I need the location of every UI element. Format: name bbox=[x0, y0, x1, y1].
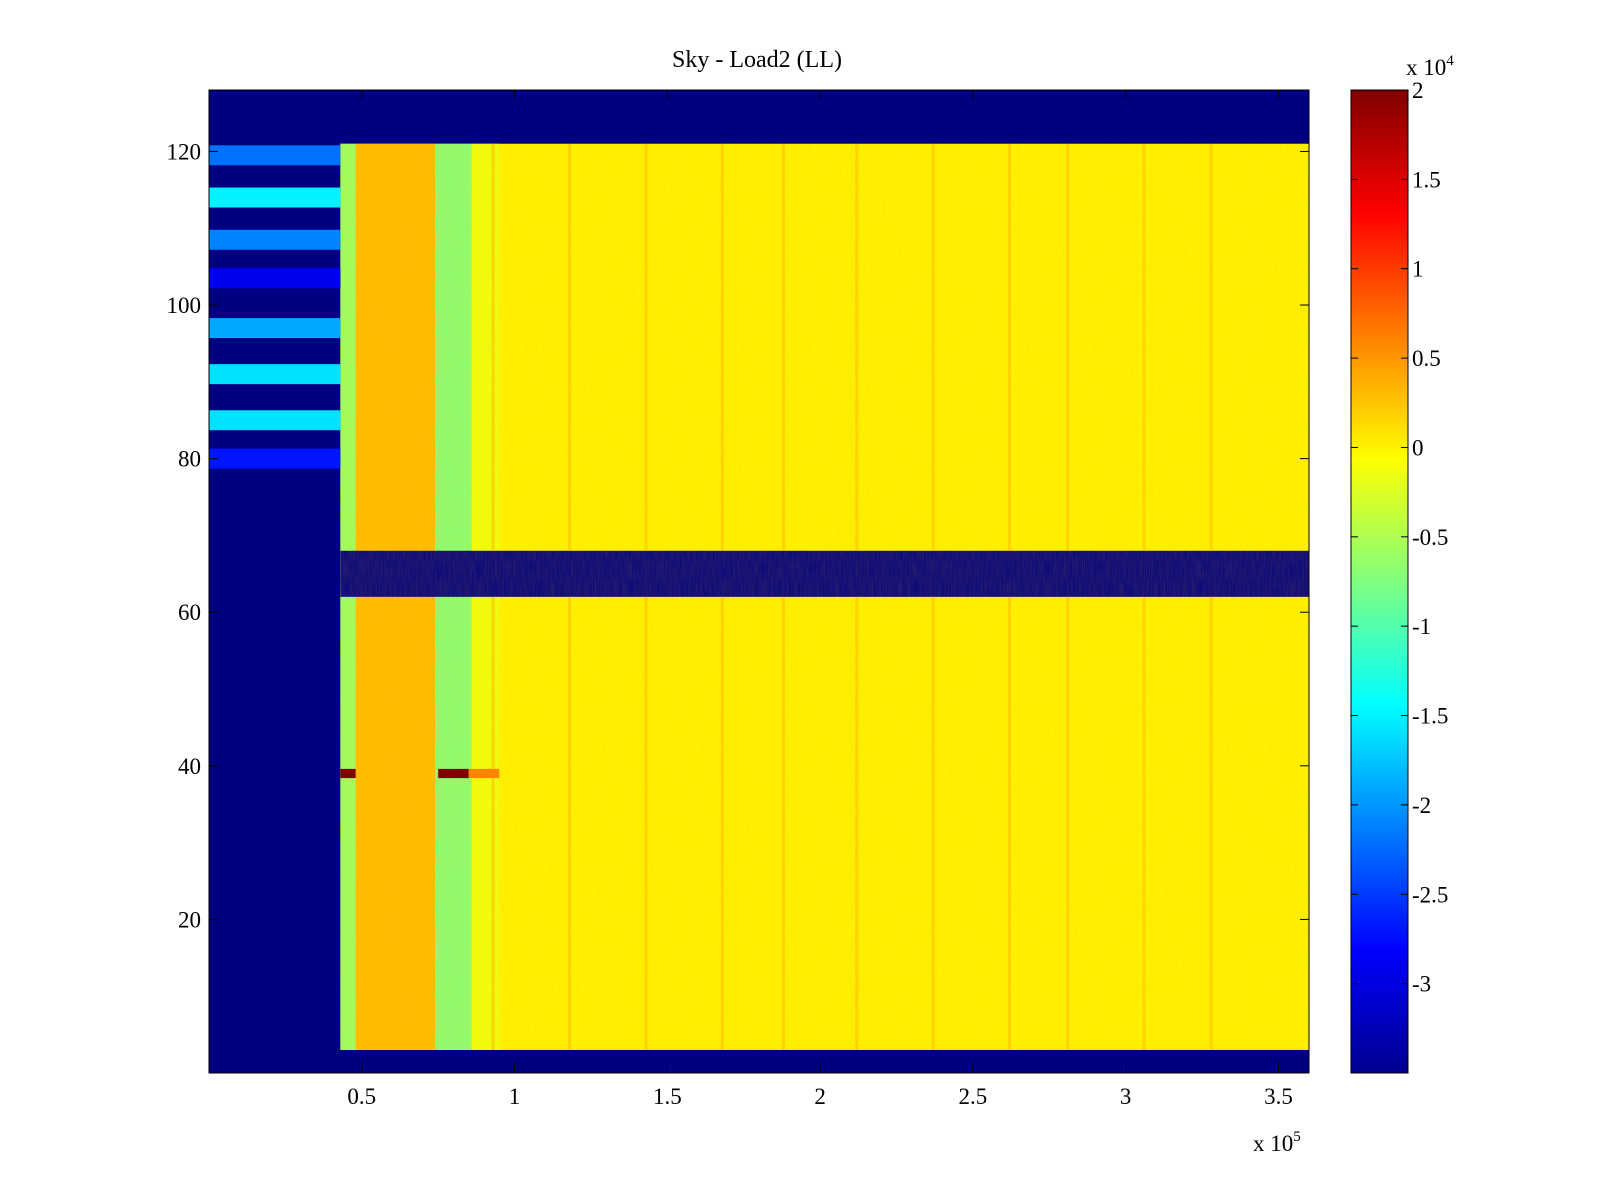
plot-frame bbox=[208, 89, 1310, 1074]
hot-spot-0 bbox=[340, 768, 356, 779]
left-block-row-5 bbox=[209, 364, 341, 385]
vertical-stripe-10-0 bbox=[1209, 143, 1213, 551]
vertical-stripe-2-1 bbox=[644, 596, 648, 1050]
chart-title: Sky - Load2 (LL) bbox=[672, 47, 842, 73]
vertical-stripe-7-1 bbox=[1008, 596, 1012, 1050]
y-tick-label-2: 60 bbox=[178, 600, 201, 625]
left-block-row-7 bbox=[209, 448, 341, 469]
colorbar-ticks: -3 -2.5 -2 -1.5 -1 -0.5 0 0.5 1 1.5 2 bbox=[1351, 78, 1448, 997]
x-axis-multiplier-exponent: 5 bbox=[1293, 1129, 1301, 1145]
hot-spot-2 bbox=[468, 768, 500, 779]
colorbar bbox=[1350, 89, 1409, 1074]
colorbar-tick-label-4: -1 bbox=[1412, 614, 1431, 639]
vertical-stripe-9-1 bbox=[1142, 596, 1146, 1050]
x-tick-label-2: 1.5 bbox=[653, 1084, 682, 1109]
left-block-row-0 bbox=[209, 145, 341, 166]
vertical-stripes bbox=[491, 143, 1213, 1050]
colorbar-tick-label-6: 0 bbox=[1412, 435, 1424, 460]
colorbar-tick-label-3: -1.5 bbox=[1412, 704, 1448, 729]
heatmap-noise-texture bbox=[340, 143, 1309, 1050]
vertical-stripe-9-0 bbox=[1142, 143, 1146, 551]
vertical-stripe-6-1 bbox=[931, 596, 935, 1050]
colorbar-tick-label-1: -2.5 bbox=[1412, 882, 1448, 907]
axis-ticks: 0.5 1 1.5 2 2.5 3 3.5 20 40 60 80 100 120 bbox=[167, 90, 1309, 1109]
colorbar-tick-label-5: -0.5 bbox=[1412, 525, 1448, 550]
colorbar-tick-label-0: -3 bbox=[1412, 972, 1431, 997]
x-tick-label-6: 3.5 bbox=[1264, 1084, 1293, 1109]
colorbar-tick-label-7: 0.5 bbox=[1412, 346, 1441, 371]
vertical-stripe-7-0 bbox=[1008, 143, 1012, 551]
vertical-stripe-6-0 bbox=[931, 143, 935, 551]
vertical-stripe-2-0 bbox=[644, 143, 648, 551]
y-tick-label-3: 80 bbox=[178, 447, 201, 472]
colorbar-multiplier-base: x 10 bbox=[1406, 55, 1446, 80]
left-block-row-1 bbox=[209, 187, 341, 208]
vertical-stripe-1-1 bbox=[568, 596, 572, 1050]
left-block-rows bbox=[209, 145, 341, 469]
vertical-stripe-0-1 bbox=[491, 596, 495, 1050]
y-tick-label-0: 20 bbox=[178, 907, 201, 932]
left-block-row-6 bbox=[209, 410, 341, 431]
left-block-row-3 bbox=[209, 268, 341, 289]
vertical-stripe-5-1 bbox=[855, 596, 859, 1050]
x-tick-label-3: 2 bbox=[814, 1084, 826, 1109]
vertical-stripe-10-1 bbox=[1209, 596, 1213, 1050]
vertical-stripe-8-1 bbox=[1066, 596, 1070, 1050]
colorbar-multiplier-exponent: 4 bbox=[1446, 53, 1454, 69]
y-tick-label-1: 40 bbox=[178, 754, 201, 779]
vertical-stripe-4-0 bbox=[781, 143, 785, 551]
hot-spot-1 bbox=[438, 768, 469, 779]
left-block-row-4 bbox=[209, 318, 341, 339]
left-block-row-2 bbox=[209, 229, 341, 250]
hot-spots bbox=[340, 768, 500, 779]
colorbar-multiplier: x 104 bbox=[1406, 53, 1454, 80]
vertical-stripe-4-1 bbox=[781, 596, 785, 1050]
x-tick-label-5: 3 bbox=[1120, 1084, 1132, 1109]
x-tick-label-0: 0.5 bbox=[347, 1084, 376, 1109]
y-tick-label-5: 120 bbox=[167, 139, 202, 164]
colorbar-tick-label-2: -2 bbox=[1412, 793, 1431, 818]
colorbar-tick-label-10: 2 bbox=[1412, 78, 1424, 103]
y-tick-label-4: 100 bbox=[167, 293, 202, 318]
heatmap-plot bbox=[209, 90, 1309, 1073]
vertical-stripe-0-0 bbox=[491, 143, 495, 551]
vertical-stripe-1-0 bbox=[568, 143, 572, 551]
colorbar-tick-label-8: 1 bbox=[1412, 257, 1424, 282]
vertical-stripe-3-1 bbox=[720, 596, 724, 1050]
x-axis-multiplier-base: x 10 bbox=[1253, 1131, 1293, 1156]
vertical-stripe-5-0 bbox=[855, 143, 859, 551]
vertical-stripe-3-0 bbox=[720, 143, 724, 551]
x-axis-multiplier: x 105 bbox=[1253, 1129, 1301, 1156]
colorbar-tick-label-9: 1.5 bbox=[1412, 167, 1441, 192]
vertical-stripe-8-0 bbox=[1066, 143, 1070, 551]
x-tick-label-4: 2.5 bbox=[959, 1084, 988, 1109]
x-tick-label-1: 1 bbox=[509, 1084, 521, 1109]
